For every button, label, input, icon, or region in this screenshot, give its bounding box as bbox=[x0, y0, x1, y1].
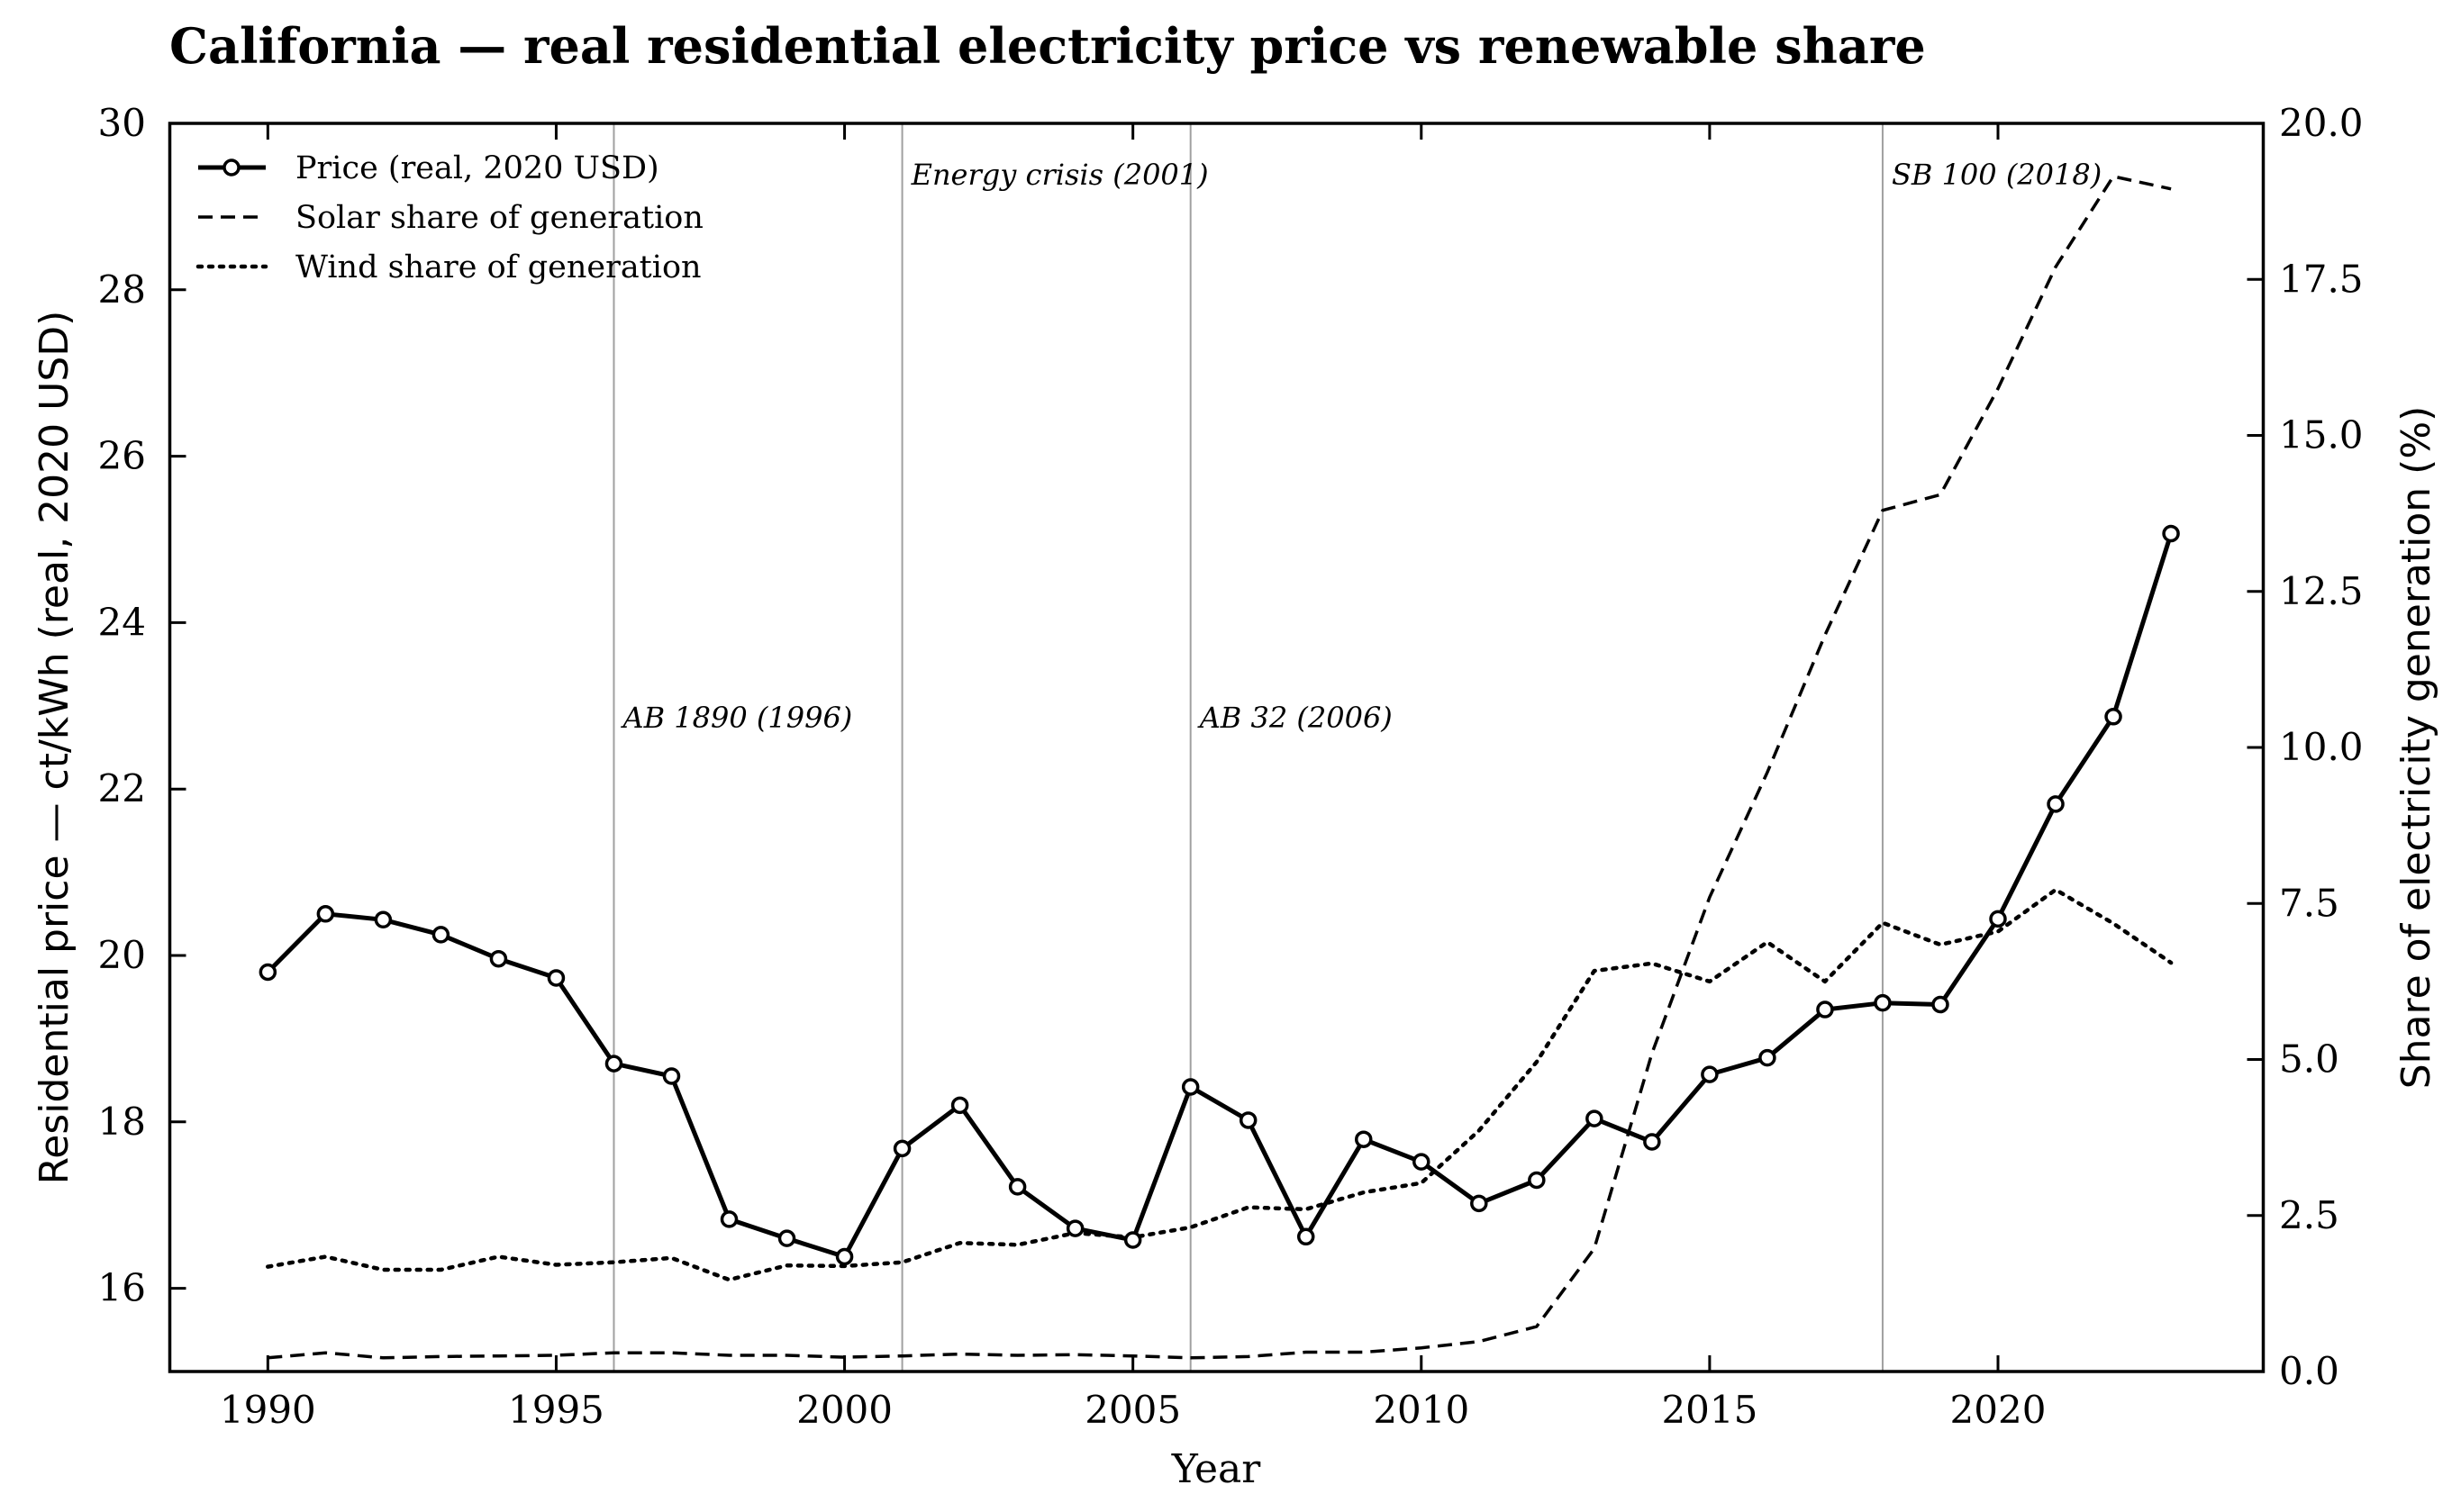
y-right-tick-label: 0.0 bbox=[2279, 1349, 2339, 1393]
chart-title: California — real residential electricit… bbox=[169, 17, 1926, 75]
price-point bbox=[1239, 1111, 1258, 1129]
price-point bbox=[1123, 1231, 1142, 1249]
marker-layer bbox=[259, 524, 2180, 1266]
y-right-tick-label: 15.0 bbox=[2279, 413, 2364, 457]
price-point bbox=[1355, 1130, 1373, 1148]
annotation-labels: AB 1890 (1996) Energy crisis (2001) AB 32 … bbox=[620, 158, 2102, 735]
y-right-tick-label: 2.5 bbox=[2279, 1193, 2339, 1237]
series-layer bbox=[266, 175, 2174, 1360]
series-line-0 bbox=[266, 532, 2174, 1259]
annotation-lines bbox=[613, 123, 1884, 1372]
price-point bbox=[2104, 708, 2122, 726]
x-tick-label: 2000 bbox=[796, 1388, 893, 1432]
y-left-axis-ticks: 16 18 20 22 24 26 28 30 bbox=[98, 101, 186, 1310]
y-left-tick-label: 18 bbox=[98, 1100, 146, 1144]
price-point bbox=[604, 1055, 623, 1073]
annotation-label: AB 1890 (1996) bbox=[620, 701, 852, 735]
price-point bbox=[777, 1229, 796, 1247]
y-right-tick-label: 20.0 bbox=[2279, 101, 2364, 145]
legend-marker bbox=[222, 158, 241, 177]
x-tick-label: 2015 bbox=[1661, 1388, 1757, 1432]
price-point bbox=[431, 926, 450, 944]
annotation-label: Energy crisis (2001) bbox=[911, 158, 1209, 192]
y-right-tick-label: 12.5 bbox=[2279, 569, 2364, 613]
price-point bbox=[489, 949, 508, 968]
price-point bbox=[1008, 1178, 1027, 1196]
annotation-label: AB 32 (2006) bbox=[1197, 701, 1393, 735]
price-point bbox=[1296, 1227, 1315, 1246]
price-point bbox=[2162, 524, 2180, 543]
price-point bbox=[1816, 1000, 1834, 1019]
price-point bbox=[1528, 1171, 1546, 1190]
price-point bbox=[662, 1067, 681, 1085]
x-axis-ticks: 1990 1995 2000 2005 2010 2015 2020 bbox=[220, 123, 2047, 1432]
price-point bbox=[374, 910, 393, 929]
price-point bbox=[1066, 1219, 1085, 1237]
y-right-tick-label: 7.5 bbox=[2279, 881, 2339, 925]
y-left-tick-label: 24 bbox=[98, 600, 146, 644]
y-right-tick-label: 17.5 bbox=[2279, 257, 2364, 301]
price-point bbox=[1585, 1109, 1603, 1127]
price-point bbox=[950, 1096, 969, 1115]
price-point bbox=[893, 1139, 912, 1158]
price-point bbox=[316, 905, 335, 923]
y-left-tick-label: 30 bbox=[98, 101, 146, 145]
annotation-label: SB 100 (2018) bbox=[1892, 158, 2102, 192]
price-point bbox=[1181, 1078, 1200, 1096]
y-right-tick-label: 10.0 bbox=[2279, 725, 2364, 769]
series-line-2 bbox=[266, 887, 2174, 1282]
price-point bbox=[2047, 795, 2065, 813]
x-axis-label: Year bbox=[1171, 1446, 1261, 1492]
price-point bbox=[1643, 1133, 1661, 1151]
y-left-tick-label: 26 bbox=[98, 434, 146, 478]
plot-frame bbox=[168, 122, 2266, 1373]
x-tick-label: 2005 bbox=[1085, 1388, 1181, 1432]
y-right-tick-label: 5.0 bbox=[2279, 1037, 2339, 1082]
y-right-axis-ticks: 0.0 2.5 5.0 7.5 10.0 12.5 15.0 17.5 20.0 bbox=[2247, 101, 2364, 1393]
price-point bbox=[1874, 993, 1892, 1012]
price-point bbox=[1758, 1048, 1776, 1067]
price-point bbox=[259, 963, 277, 982]
x-tick-label: 1995 bbox=[508, 1388, 604, 1432]
x-tick-label: 2010 bbox=[1373, 1388, 1469, 1432]
price-point bbox=[547, 969, 566, 987]
y-left-tick-label: 16 bbox=[98, 1266, 146, 1310]
price-point bbox=[835, 1247, 854, 1266]
y-left-tick-label: 28 bbox=[98, 267, 146, 312]
price-point bbox=[1989, 910, 2007, 928]
price-point bbox=[1931, 995, 1949, 1014]
price-point bbox=[1701, 1065, 1719, 1083]
legend: Price (real, 2020 USD) Solar share of gen… bbox=[195, 150, 704, 285]
y-left-axis-label: Residential price — ct/kWh (real, 2020 U… bbox=[32, 311, 77, 1185]
legend-label: Wind share of generation bbox=[295, 249, 702, 285]
price-point bbox=[1412, 1153, 1430, 1171]
legend-label: Solar share of generation bbox=[295, 200, 704, 236]
x-tick-label: 2020 bbox=[1950, 1388, 2047, 1432]
y-right-axis-label: Share of electricity generation (%) bbox=[2393, 406, 2439, 1090]
legend-label: Price (real, 2020 USD) bbox=[295, 150, 659, 186]
series-line-1 bbox=[268, 175, 2172, 1360]
y-left-tick-label: 20 bbox=[98, 933, 146, 977]
x-tick-label: 1990 bbox=[220, 1388, 316, 1432]
price-point bbox=[1470, 1194, 1488, 1213]
price-point bbox=[720, 1210, 739, 1228]
y-left-tick-label: 22 bbox=[98, 766, 146, 810]
